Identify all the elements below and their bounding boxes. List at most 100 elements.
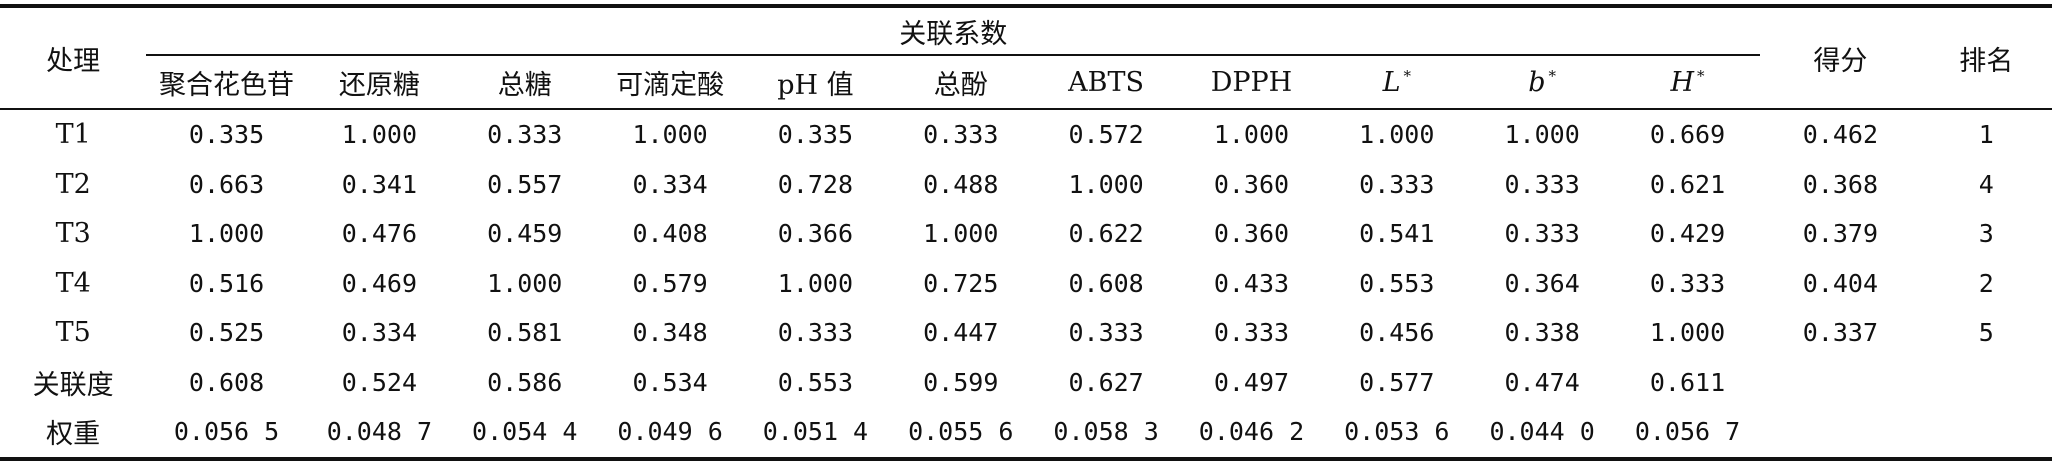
table-cell-score: 0.404: [1802, 268, 1879, 298]
table-cell-value: 1.000: [188, 219, 265, 249]
table-cell-value: 0.408: [632, 219, 708, 249]
table-cell-score: 0.368: [1802, 169, 1879, 199]
table-cell-value: 0.553: [777, 367, 854, 397]
table-cell-value: 1.000: [1068, 169, 1144, 199]
table-cell-score: [1760, 358, 1920, 408]
row-label: T2: [55, 168, 91, 200]
table-cell-value: 0.669: [1649, 120, 1726, 150]
table-cell-value: 1.000: [923, 219, 999, 249]
header-indicator: b *: [1469, 55, 1615, 110]
table-cell-value: 0.608: [1068, 268, 1144, 298]
table-cell-value: 0.333: [487, 120, 563, 150]
header-row-top: 处理 关联系数 得分 排名: [0, 4, 2052, 110]
table-cell-value: 0.525: [188, 318, 265, 348]
header-indicator-sup: *: [1548, 66, 1557, 85]
header-indicator: 还原糖: [306, 55, 453, 110]
header-group-correlation-coefficient: 关联系数: [146, 4, 1761, 56]
header-indicator-label: 还原糖: [338, 69, 420, 101]
table-cell-score: 0.337: [1802, 318, 1879, 348]
table-cell-value: 0.476: [341, 219, 418, 249]
header-treatment: 处理: [0, 4, 147, 110]
table-cell-rank: 5: [1978, 318, 1994, 348]
row-label: 关联度: [32, 369, 114, 401]
table-cell-value: 0.534: [632, 367, 708, 397]
table-cell-value: 0.579: [632, 268, 708, 298]
table-cell-value: 1.000: [632, 120, 708, 150]
table-cell-rank: [1921, 358, 2052, 408]
table-cell-value: 0.516: [188, 268, 265, 298]
row-label: T5: [55, 317, 91, 349]
table-cell-value: 0.541: [1359, 219, 1435, 249]
table-row: T3 1.000 0.476 0.459 0.408 0.366 1.000 0.622 0.3…: [0, 209, 2052, 259]
header-indicator-label: b: [1528, 66, 1546, 98]
row-label: T1: [55, 119, 91, 151]
header-indicator-label: H: [1670, 66, 1695, 98]
header-indicator: L *: [1324, 55, 1470, 110]
table-row: T4 0.516 0.469 1.000 0.579 1.000 0.725 0.608 0.4…: [0, 259, 2052, 309]
header-indicator: 总糖: [452, 55, 598, 110]
table-cell-value: 0.524: [341, 367, 418, 397]
header-indicator: 总酚: [888, 55, 1034, 110]
table-cell-value: 0.469: [341, 268, 418, 298]
table-cell-value: 0.553: [1359, 268, 1435, 298]
header-indicator-label: 聚合花色苷: [159, 69, 295, 101]
table-cell-value: 0.572: [1068, 120, 1144, 150]
table-row: 关联度 0.608 0.524 0.586 0.534 0.553 0.599 0.627 0.…: [0, 358, 2052, 408]
table-cell-value: 0.488: [923, 169, 999, 199]
table-cell-value: 0.364: [1504, 268, 1580, 298]
header-score: 得分: [1760, 4, 1921, 110]
table-cell-value: 0.429: [1649, 219, 1726, 249]
table-cell-value: 0.474: [1504, 367, 1580, 397]
header-indicator: pH 值: [742, 55, 889, 110]
table-cell-value: 0.608: [188, 367, 265, 397]
table-cell-value: 0.456: [1359, 318, 1435, 348]
table-cell-value: 0.497: [1213, 367, 1290, 397]
header-indicator-sup: *: [1403, 66, 1412, 85]
header-indicator: H *: [1614, 55, 1761, 110]
header-indicator: DPPH: [1178, 55, 1325, 110]
table-cell-rank: 2: [1978, 268, 1994, 298]
table-cell-score: 0.462: [1802, 120, 1879, 150]
row-label: T4: [55, 267, 91, 299]
header-indicator-label: L: [1382, 66, 1401, 98]
header-indicator: 可滴定酸: [597, 55, 743, 110]
table-cell-value: 0.333: [1359, 169, 1435, 199]
grey-relational-table: 处理 关联系数 得分 排名 聚合花色苷 还原糖 总糖 可滴定酸 pH 值 总酚 ABTS DP…: [0, 4, 2052, 461]
table-cell-value: 0.459: [487, 219, 563, 249]
table-cell-value: 0.333: [923, 120, 999, 150]
table-cell-value: 0.621: [1649, 169, 1726, 199]
header-rank: 排名: [1920, 4, 2052, 110]
table-cell-value: 0.333: [1649, 268, 1726, 298]
header-indicator-label: pH 值: [777, 69, 854, 101]
header-indicator-label: 总酚: [933, 69, 988, 101]
table-cell-rank: 3: [1978, 219, 1994, 249]
table-row: T5 0.525 0.334 0.581 0.348 0.333 0.447 0.333 0.3…: [0, 308, 2052, 358]
header-indicator-label: 总糖: [497, 69, 552, 101]
table-cell-value: 0.334: [632, 169, 708, 199]
table-cell-value: 0.728: [777, 169, 854, 199]
table-cell-value: 0.622: [1068, 219, 1144, 249]
table-cell-value: 0.366: [777, 219, 854, 249]
table-cell-value: 0.341: [341, 169, 418, 199]
header-indicator-label: DPPH: [1210, 66, 1293, 98]
table-cell-value: 0.557: [487, 169, 563, 199]
table-cell-rank: 4: [1978, 169, 1994, 199]
table-cell-value: 0.433: [1213, 268, 1290, 298]
table-cell-value: 1.000: [341, 120, 418, 150]
header-indicator-label: 可滴定酸: [616, 69, 725, 101]
table-cell-rank: 1: [1978, 120, 1994, 150]
table-cell-value: 0.581: [487, 318, 563, 348]
table-body: T1 0.335 1.000 0.333 1.000 0.335 0.333 0.572 1.0…: [0, 109, 2052, 461]
header-indicator: ABTS: [1033, 55, 1179, 110]
table-cell-value: 1.000: [487, 268, 563, 298]
table-cell-value: 0.335: [777, 120, 854, 150]
table-cell-value: 1.000: [1649, 318, 1726, 348]
header-indicator: 聚合花色苷: [146, 55, 307, 110]
table-row: T1 0.335 1.000 0.333 1.000 0.335 0.333 0.572 1.0…: [0, 109, 2052, 160]
table-cell-value: 0.627: [1068, 367, 1144, 397]
table-cell-value: 0.333: [777, 318, 854, 348]
table-cell-value: 0.334: [341, 318, 418, 348]
table-cell-value: 0.577: [1359, 367, 1435, 397]
table-cell-value: 0.333: [1213, 318, 1290, 348]
table-cell-value: 0.360: [1213, 169, 1290, 199]
